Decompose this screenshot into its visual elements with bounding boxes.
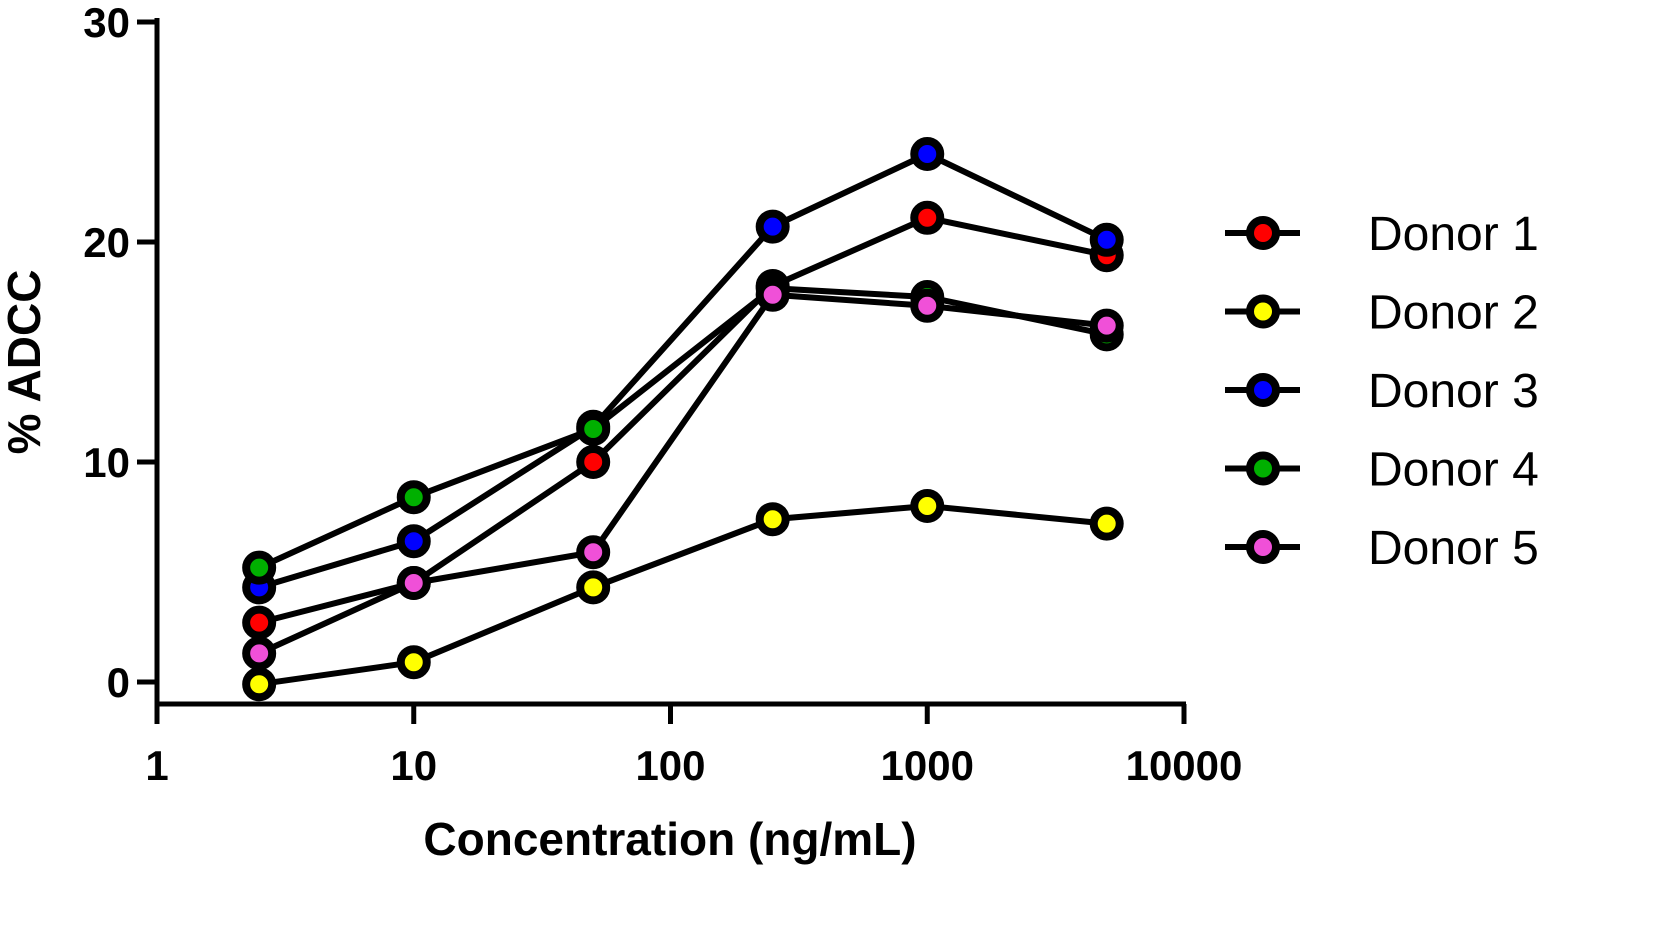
x-axis-label: Concentration (ng/mL)	[423, 813, 916, 865]
series-line-donor-5	[257, 291, 1108, 657]
series-line-donor-2	[258, 502, 1108, 688]
legend-label: Donor 2	[1368, 287, 1539, 340]
data-point-donor-1	[242, 605, 277, 640]
data-point-donor-2	[576, 570, 611, 605]
series-lines	[257, 150, 1109, 688]
legend-label: Donor 1	[1368, 208, 1539, 261]
legend-marker-donor-2	[1246, 294, 1280, 329]
data-point-donor-3	[755, 209, 790, 244]
data-point-donor-1	[910, 200, 945, 235]
y-tick-label: 30	[83, 0, 130, 46]
series-line-donor-3	[258, 150, 1109, 591]
data-point-donor-3	[396, 524, 431, 559]
data-point-donor-2	[396, 645, 431, 680]
legend-label: Donor 4	[1368, 444, 1539, 497]
data-point-donor-4	[396, 480, 431, 515]
data-point-donor-5	[242, 636, 277, 671]
data-point-donor-5	[1089, 308, 1124, 343]
legend-label: Donor 3	[1368, 365, 1539, 418]
y-axis-label: % ADCC	[0, 270, 50, 455]
data-point-donor-5	[396, 566, 431, 600]
data-point-donor-3	[910, 137, 945, 171]
data-point-donor-4	[242, 550, 277, 585]
axes: 0 10 20 30 1 10 100 1000 10000	[83, 0, 1242, 789]
data-points	[242, 137, 1124, 702]
y-tick-label: 20	[83, 219, 130, 266]
series-line-donor-4	[257, 285, 1108, 571]
x-tick-label: 1000	[881, 742, 974, 789]
legend-marker-donor-3	[1246, 373, 1280, 407]
x-tick-label: 10000	[1126, 742, 1243, 789]
data-point-donor-5	[576, 535, 611, 570]
data-point-donor-2	[242, 667, 277, 702]
data-point-donor-2	[910, 489, 945, 523]
y-tick-label: 10	[83, 439, 130, 486]
legend-marker-donor-5	[1246, 530, 1280, 564]
data-point-donor-1	[576, 445, 611, 479]
data-point-donor-3	[1089, 222, 1124, 257]
series-line-donor-1	[258, 214, 1108, 626]
data-point-donor-5	[910, 288, 945, 323]
x-tick-label: 10	[390, 742, 437, 789]
data-point-donor-2	[1089, 506, 1124, 541]
legend-marker-donor-1	[1246, 216, 1280, 250]
data-point-donor-5	[755, 277, 790, 312]
legend-label: Donor 5	[1368, 522, 1539, 575]
legend: Donor 1 Donor 2 Donor 3 Donor 4 Donor 5	[1225, 208, 1539, 575]
data-point-donor-4	[576, 412, 611, 446]
y-tick-label: 0	[107, 659, 130, 706]
x-tick-label: 1	[145, 742, 168, 789]
data-point-donor-2	[755, 502, 790, 537]
legend-marker-donor-4	[1246, 451, 1280, 486]
x-tick-label: 100	[635, 742, 705, 789]
